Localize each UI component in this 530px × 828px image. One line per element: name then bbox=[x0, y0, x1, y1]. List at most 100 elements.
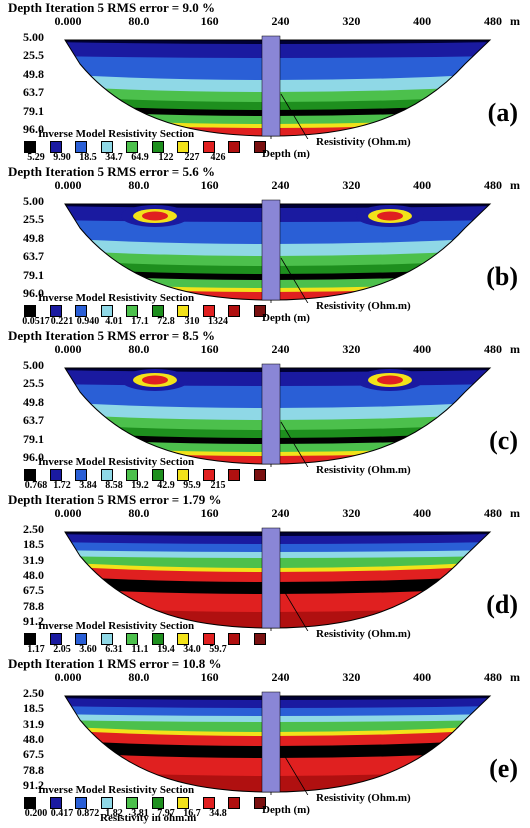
legend-value: 1.82 bbox=[105, 808, 123, 819]
resistivity-units-label: Resistivity (Ohm.m) bbox=[316, 136, 411, 148]
legend-swatch bbox=[228, 469, 240, 481]
panel-title: Depth Iteration 1 RMS error = 10.8 % bbox=[8, 656, 222, 671]
depth-label: 2.50 bbox=[23, 686, 44, 700]
legend-title: Inverse Model Resistivity Section bbox=[38, 620, 195, 632]
resistivity-section-plot bbox=[64, 527, 492, 631]
legend-swatch bbox=[75, 797, 87, 809]
legend-value: 34.8 bbox=[209, 808, 227, 819]
legend-swatch bbox=[177, 469, 189, 481]
legend-swatch bbox=[253, 469, 266, 481]
legend-swatch bbox=[151, 797, 164, 809]
x-tick-label: 320 bbox=[342, 14, 361, 28]
legend-title: Inverse Model Resistivity Section bbox=[38, 128, 195, 140]
depth-label: 67.5 bbox=[23, 747, 44, 762]
resistivity-section-plot bbox=[64, 691, 492, 795]
legend-swatch bbox=[126, 633, 138, 645]
legend-swatch bbox=[100, 469, 113, 481]
x-tick-label: 240 bbox=[271, 178, 290, 192]
borehole-log-column bbox=[261, 199, 281, 301]
x-tick-label: 160 bbox=[200, 342, 219, 356]
legend-swatch bbox=[253, 633, 266, 645]
x-tick-label: 0.000 bbox=[54, 342, 82, 356]
panel-letter: (d) bbox=[486, 590, 518, 619]
legend-swatch bbox=[177, 633, 189, 645]
legend-value: 227 bbox=[184, 152, 200, 163]
legend-swatch bbox=[126, 141, 138, 153]
depth-label: 63.7 bbox=[23, 249, 44, 264]
panel-b: Depth Iteration 5 RMS error = 5.6 % 0.000… bbox=[0, 164, 530, 327]
depth-label: 79.1 bbox=[23, 267, 44, 282]
borehole-log-column bbox=[261, 527, 281, 629]
x-tick-label: 0.000 bbox=[54, 670, 82, 684]
depth-label: 18.5 bbox=[23, 701, 44, 716]
depth-label: 91.2 bbox=[23, 614, 44, 628]
x-tick-label: 320 bbox=[342, 178, 361, 192]
x-tick-label: 0.000 bbox=[54, 14, 82, 28]
legend-value: 0.940 bbox=[76, 316, 100, 327]
depth-label: 5.00 bbox=[23, 358, 44, 372]
x-tick-label: 80.0 bbox=[128, 342, 150, 356]
legend-value: 215 bbox=[210, 480, 226, 491]
legend-value: 0.221 bbox=[50, 316, 74, 327]
legend-swatch bbox=[24, 141, 36, 153]
legend-swatches bbox=[24, 469, 279, 481]
legend-swatch bbox=[228, 797, 240, 809]
legend-swatch bbox=[49, 633, 62, 645]
x-tick-label: 80.0 bbox=[128, 178, 150, 192]
anomaly-core bbox=[377, 211, 403, 221]
panel-title: Depth Iteration 5 RMS error = 1.79 % bbox=[8, 492, 222, 507]
legend-value: 122 bbox=[158, 152, 174, 163]
legend-value: 16.7 bbox=[183, 808, 201, 819]
depth-label: 49.8 bbox=[23, 66, 44, 81]
legend-value: 42.9 bbox=[157, 480, 175, 491]
legend-value: 0.872 bbox=[76, 808, 100, 819]
depth-label: 5.00 bbox=[23, 194, 44, 208]
legend-swatch bbox=[151, 305, 164, 317]
depth-label: 48.0 bbox=[23, 732, 44, 746]
legend-value: 34.7 bbox=[105, 152, 123, 163]
resistivity-section-plot bbox=[64, 35, 492, 139]
depth-label: 96.0 bbox=[23, 122, 44, 136]
legend-value: 2.05 bbox=[53, 644, 71, 655]
legend-swatch bbox=[202, 797, 215, 809]
legend-swatch bbox=[24, 469, 36, 481]
panel-title: Depth Iteration 5 RMS error = 9.0 % bbox=[8, 0, 215, 15]
depth-label: 63.7 bbox=[23, 85, 44, 100]
x-tick-label: 80.0 bbox=[128, 670, 150, 684]
legend-swatch bbox=[177, 797, 189, 809]
x-unit-label: m bbox=[510, 670, 520, 684]
panel-title: Depth Iteration 5 RMS error = 8.5 % bbox=[8, 328, 215, 343]
resistivity-pointer-line bbox=[280, 257, 309, 303]
depth-units-label: Depth (m) bbox=[262, 312, 310, 324]
depth-label: 31.9 bbox=[23, 552, 44, 567]
x-tick-label: 240 bbox=[271, 670, 290, 684]
depth-units-label: Depth (m) bbox=[262, 148, 310, 160]
legend-value: 0.200 bbox=[24, 808, 48, 819]
legend-swatches bbox=[24, 633, 279, 645]
resistivity-units-label: Resistivity (Ohm.m) bbox=[316, 300, 411, 312]
legend-value: 6.31 bbox=[105, 644, 123, 655]
resistivity-pointer-line bbox=[280, 749, 309, 795]
depth-label: 31.9 bbox=[23, 716, 44, 731]
borehole-log-column bbox=[261, 363, 281, 465]
x-tick-label: 480 bbox=[484, 506, 502, 520]
legend-swatch bbox=[228, 305, 240, 317]
panel-e: Depth Iteration 1 RMS error = 10.8 % 0.00… bbox=[0, 656, 530, 819]
legend-value: 95.9 bbox=[183, 480, 201, 491]
x-tick-label: 320 bbox=[342, 342, 361, 356]
legend-swatch bbox=[75, 469, 87, 481]
legend-value: 34.0 bbox=[183, 644, 201, 655]
depth-label: 78.8 bbox=[23, 598, 44, 613]
depth-label: 2.50 bbox=[23, 522, 44, 536]
depth-label: 96.0 bbox=[23, 450, 44, 464]
depth-units-label: Depth (m) bbox=[262, 804, 310, 816]
resistivity-pointer-line bbox=[280, 93, 309, 139]
anomaly-core bbox=[142, 211, 168, 221]
depth-label: 25.5 bbox=[23, 48, 44, 63]
x-unit-label: m bbox=[510, 342, 520, 356]
legend-swatch bbox=[100, 141, 113, 153]
x-tick-label: 400 bbox=[413, 670, 432, 684]
x-tick-label: 240 bbox=[271, 506, 290, 520]
depth-label: 49.8 bbox=[23, 230, 44, 245]
x-tick-label: 0.000 bbox=[54, 506, 82, 520]
